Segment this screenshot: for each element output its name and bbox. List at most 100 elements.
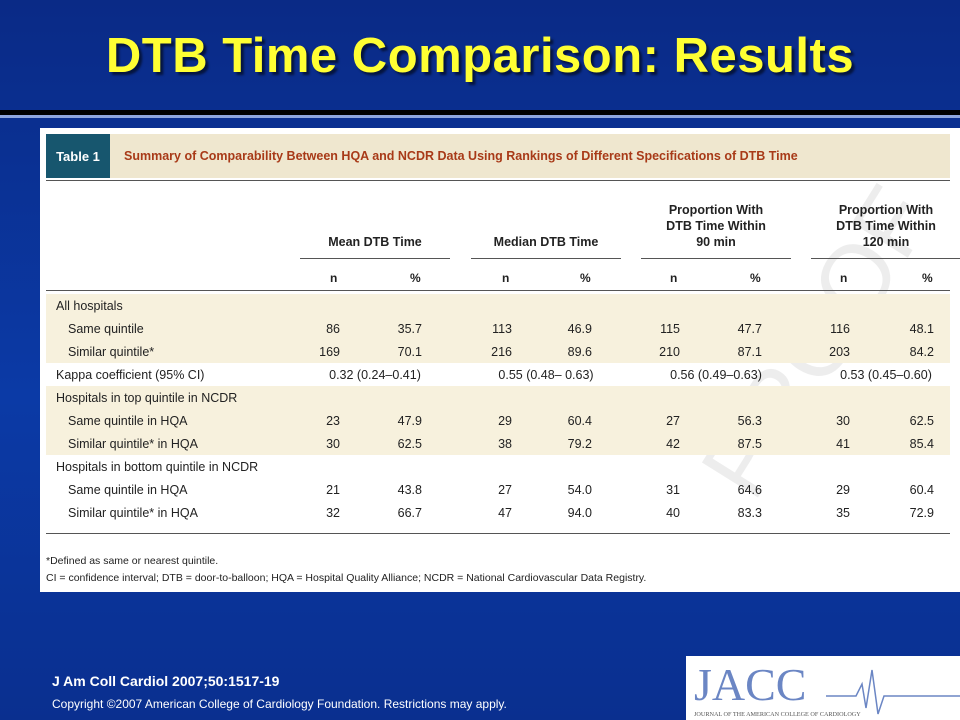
section-label: Kappa coefficient (95% CI) bbox=[56, 368, 205, 382]
column-subheader-pct: % bbox=[580, 271, 591, 285]
table-footnote: CI = confidence interval; DTB = door-to-… bbox=[46, 572, 647, 584]
table-cell: 38 bbox=[498, 437, 512, 451]
journal-citation: J Am Coll Cardiol 2007;50:1517-19 bbox=[52, 673, 280, 689]
column-subheader-n: n bbox=[330, 271, 338, 285]
table-cell: 203 bbox=[829, 345, 850, 359]
kappa-value: 0.32 (0.24–0.41) bbox=[329, 368, 421, 382]
table-cell: 86 bbox=[326, 322, 340, 336]
table-cell: 64.6 bbox=[737, 483, 762, 497]
table-cell: 31 bbox=[666, 483, 680, 497]
logo-subtitle: JOURNAL OF THE AMERICAN COLLEGE OF CARDI… bbox=[694, 711, 861, 718]
section-label: All hospitals bbox=[56, 299, 123, 313]
table-cell: 60.4 bbox=[567, 414, 592, 428]
table-cell: 29 bbox=[836, 483, 850, 497]
title-divider-accent bbox=[0, 115, 960, 118]
table-cell: 23 bbox=[326, 414, 340, 428]
column-group-underline bbox=[641, 258, 791, 259]
header-rule-top bbox=[46, 180, 950, 181]
column-group-underline bbox=[300, 258, 450, 259]
table-panel: Table 1 Summary of Comparability Between… bbox=[40, 128, 960, 592]
table-cell: 79.2 bbox=[567, 437, 592, 451]
kappa-value: 0.55 (0.48– 0.63) bbox=[498, 368, 594, 382]
table-cell: 47.7 bbox=[737, 322, 762, 336]
column-subheader-pct: % bbox=[750, 271, 761, 285]
column-subheader-pct: % bbox=[922, 271, 933, 285]
column-group-underline bbox=[811, 258, 960, 259]
column-group-header-line: Median DTB Time bbox=[493, 235, 599, 249]
table-cell: 116 bbox=[830, 322, 850, 336]
table-cell: 35 bbox=[836, 506, 850, 520]
table-cell: 29 bbox=[498, 414, 512, 428]
table-cell: 62.5 bbox=[909, 414, 934, 428]
column-group-header-line: 120 min bbox=[862, 235, 910, 249]
table-row-label: Same quintile in HQA bbox=[68, 483, 188, 497]
column-group-header: Mean DTB Time bbox=[295, 234, 455, 250]
table-cell: 84.2 bbox=[909, 345, 934, 359]
table-cell: 47.9 bbox=[397, 414, 422, 428]
column-subheader-n: n bbox=[670, 271, 678, 285]
table-cell: 169 bbox=[319, 345, 340, 359]
table-row-label: Same quintile in HQA bbox=[68, 414, 188, 428]
column-group-header-line: Proportion With bbox=[668, 203, 764, 217]
column-group-header-line: Mean DTB Time bbox=[328, 235, 422, 249]
table-cell: 30 bbox=[836, 414, 850, 428]
section-label: Hospitals in top quintile in NCDR bbox=[56, 391, 238, 405]
table-cell: 48.1 bbox=[909, 322, 934, 336]
table-header-bar: Table 1 Summary of Comparability Between… bbox=[46, 134, 950, 178]
table-cell: 54.0 bbox=[567, 483, 592, 497]
table-cell: 87.1 bbox=[737, 345, 762, 359]
slide-title: DTB Time Comparison: Results bbox=[105, 29, 855, 83]
kappa-value: 0.53 (0.45–0.60) bbox=[840, 368, 932, 382]
jacc-logo: JACC JOURNAL OF THE AMERICAN COLLEGE OF … bbox=[686, 656, 960, 720]
table-cell: 46.9 bbox=[567, 322, 592, 336]
table-cell: 32 bbox=[326, 506, 340, 520]
logo-wordmark: JACC bbox=[694, 659, 806, 710]
table-cell: 89.6 bbox=[567, 345, 592, 359]
table-cell: 83.3 bbox=[737, 506, 762, 520]
table-tag: Table 1 bbox=[46, 134, 110, 178]
column-subheader-n: n bbox=[840, 271, 848, 285]
table-footnote: *Defined as same or nearest quintile. bbox=[46, 555, 219, 567]
table-row-label: Similar quintile* in HQA bbox=[68, 506, 198, 520]
ecg-trace-icon bbox=[826, 669, 960, 715]
section-band bbox=[46, 386, 950, 455]
table-cell: 35.7 bbox=[397, 322, 422, 336]
table-cell: 40 bbox=[666, 506, 680, 520]
table-cell: 56.3 bbox=[737, 414, 762, 428]
table-cell: 216 bbox=[491, 345, 512, 359]
table-row-label: Similar quintile* in HQA bbox=[68, 437, 198, 451]
table-cell: 85.4 bbox=[909, 437, 934, 451]
table-cell: 66.7 bbox=[397, 506, 422, 520]
table-cell: 70.1 bbox=[397, 345, 422, 359]
column-group-header: Proportion With DTB Time Within 90 min bbox=[636, 202, 796, 250]
table-cell: 62.5 bbox=[397, 437, 422, 451]
table-caption: Summary of Comparability Between HQA and… bbox=[124, 149, 798, 163]
title-divider bbox=[0, 110, 960, 115]
section-band bbox=[46, 294, 950, 363]
table-row-label: Same quintile bbox=[68, 322, 144, 336]
column-group-header-line: DTB Time Within bbox=[836, 219, 936, 233]
header-rule-bottom bbox=[46, 290, 950, 291]
table-cell: 41 bbox=[836, 437, 850, 451]
column-group-header: Median DTB Time bbox=[466, 234, 626, 250]
column-group-header: Proportion With DTB Time Within 120 min bbox=[806, 202, 960, 250]
table-cell: 115 bbox=[660, 322, 680, 336]
column-group-underline bbox=[471, 258, 621, 259]
table-cell: 60.4 bbox=[909, 483, 934, 497]
table-cell: 72.9 bbox=[909, 506, 934, 520]
table-cell: 42 bbox=[666, 437, 680, 451]
table-cell: 27 bbox=[666, 414, 680, 428]
column-subheader-n: n bbox=[502, 271, 510, 285]
table-cell: 43.8 bbox=[397, 483, 422, 497]
table-rule-bottom bbox=[46, 533, 950, 534]
table-cell: 113 bbox=[492, 322, 512, 336]
table-row-label: Similar quintile* bbox=[68, 345, 155, 359]
copyright-notice: Copyright ©2007 American College of Card… bbox=[52, 697, 507, 711]
table-cell: 94.0 bbox=[567, 506, 592, 520]
section-label: Hospitals in bottom quintile in NCDR bbox=[56, 460, 259, 474]
column-subheader-pct: % bbox=[410, 271, 421, 285]
table-cell: 27 bbox=[498, 483, 512, 497]
column-group-header-line: DTB Time Within bbox=[666, 219, 766, 233]
column-group-header-line: 90 min bbox=[696, 235, 736, 249]
table-cell: 210 bbox=[659, 345, 680, 359]
